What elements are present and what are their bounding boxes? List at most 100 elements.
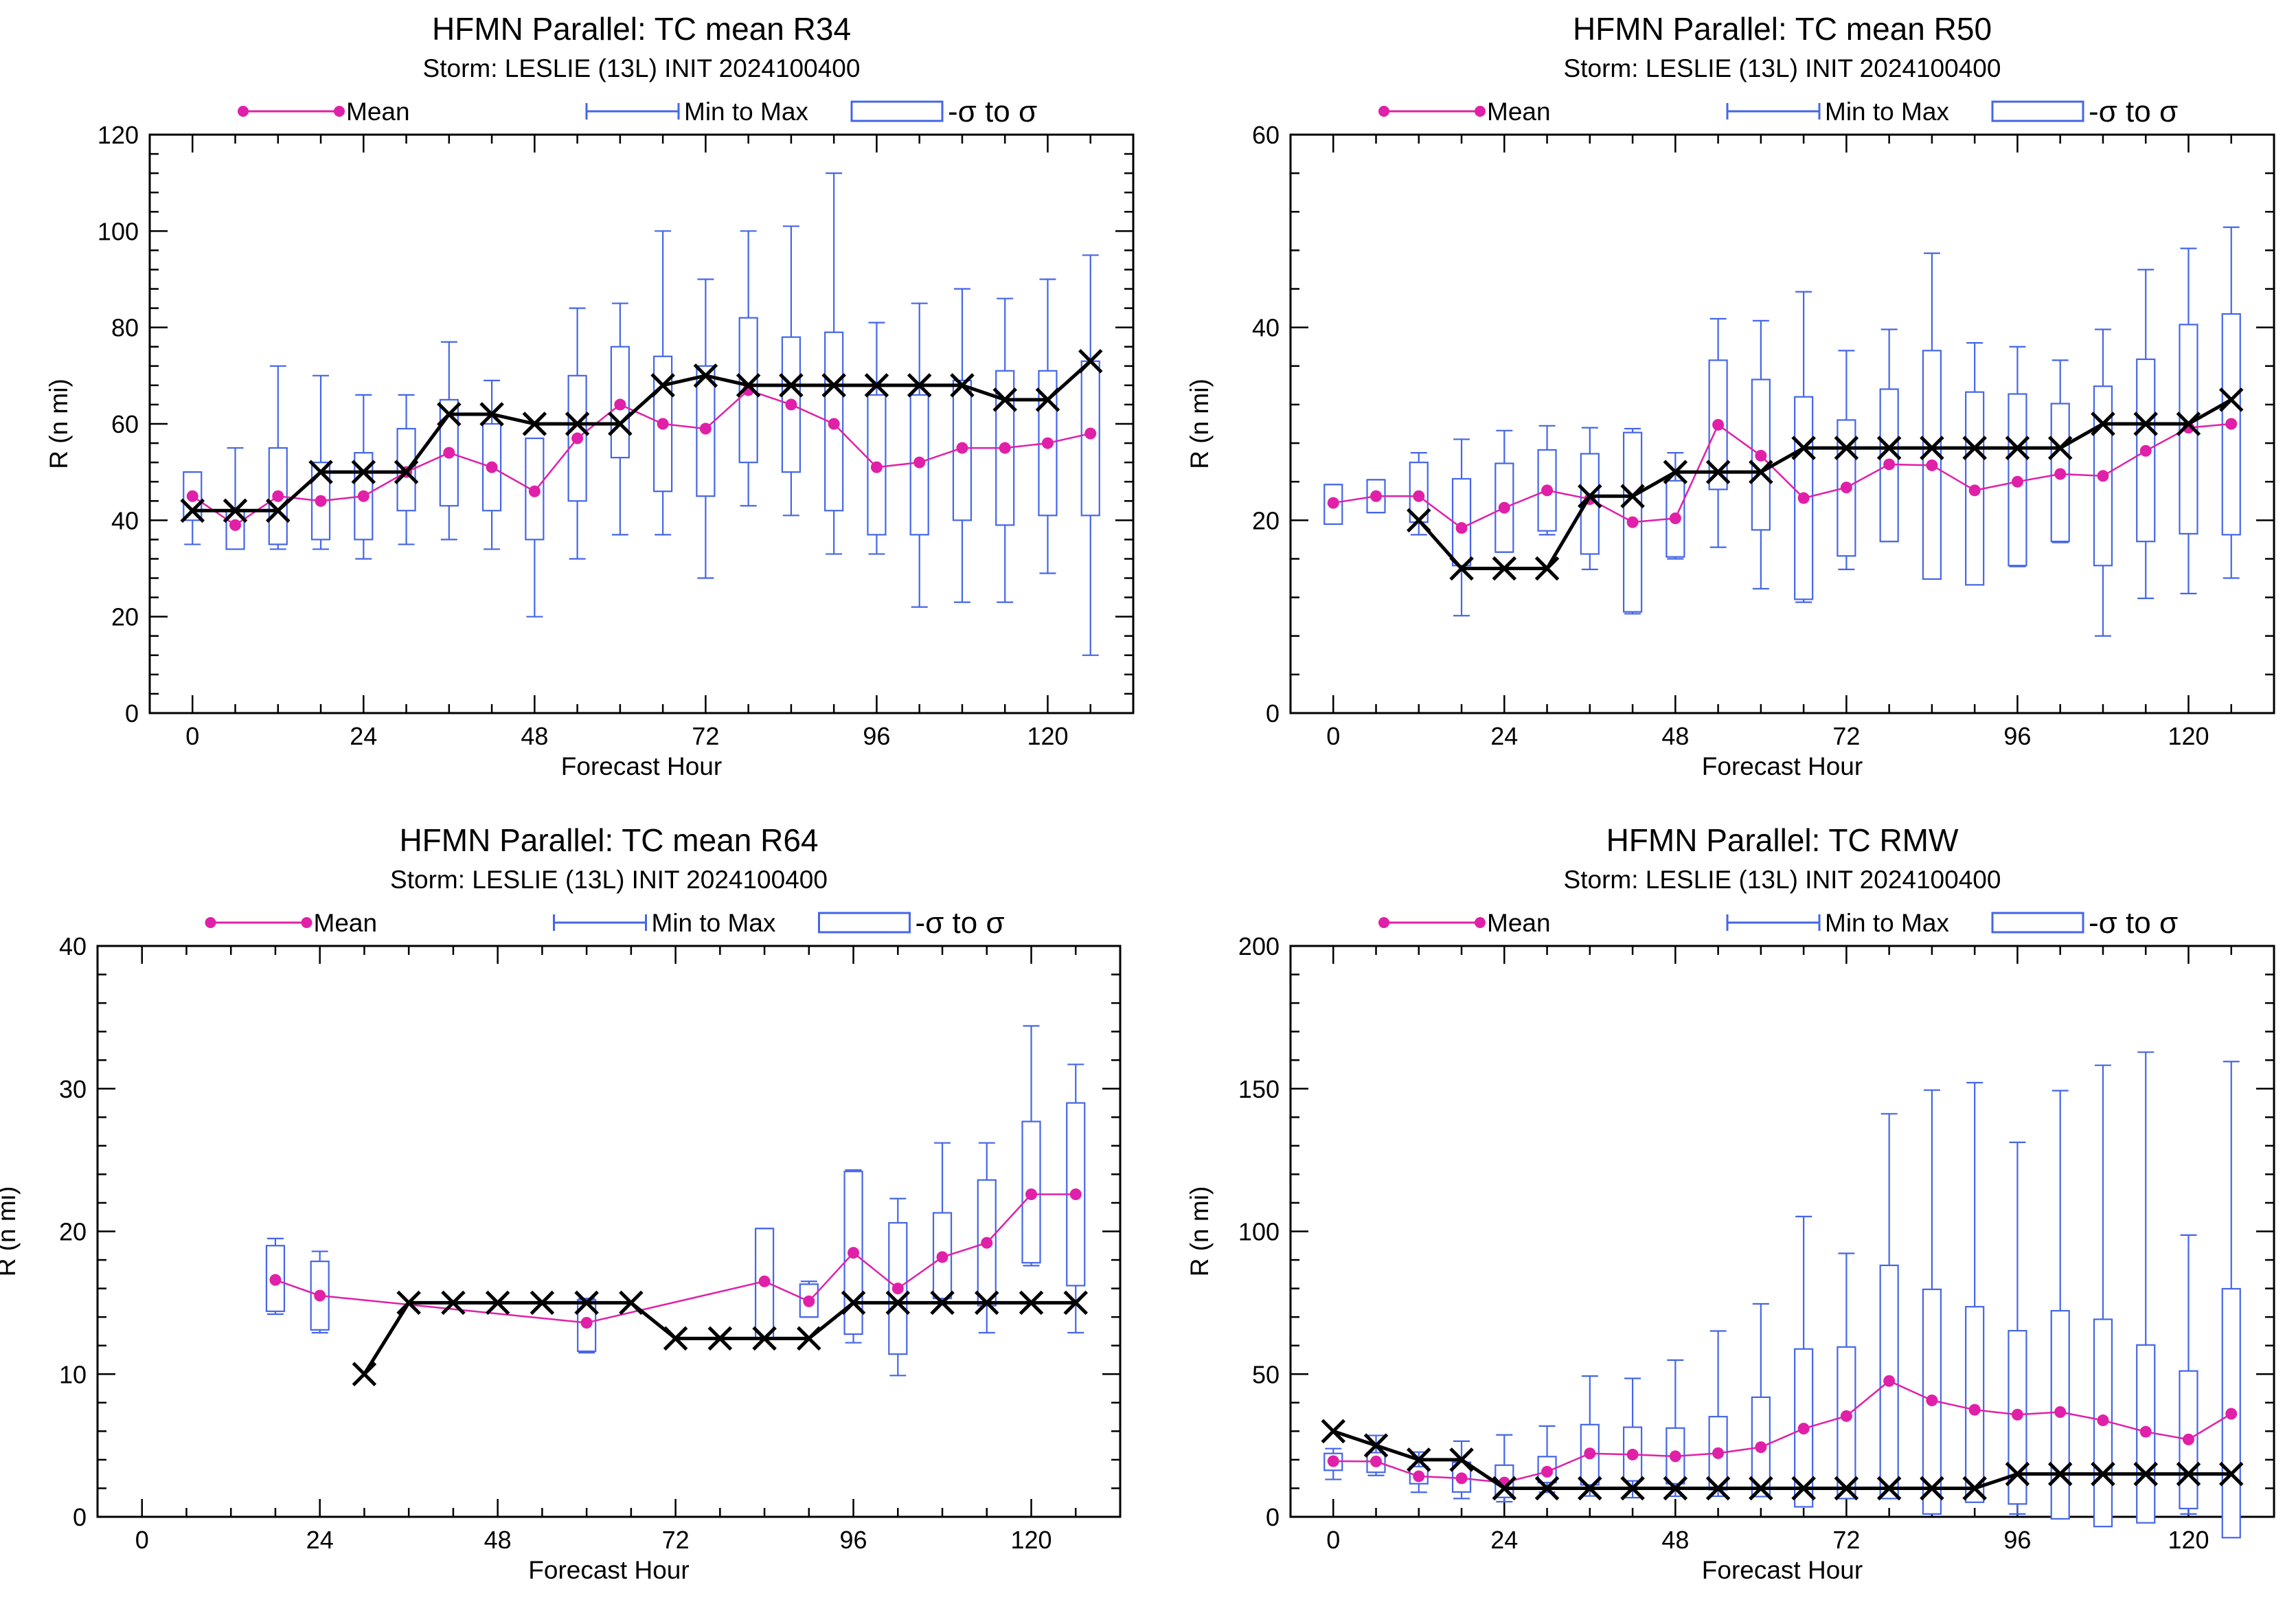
mean-dot-icon bbox=[999, 442, 1011, 454]
mean-dot-icon bbox=[1025, 1188, 1038, 1200]
box-whisker bbox=[2093, 328, 2113, 637]
x-marker-icon bbox=[1834, 1476, 1859, 1501]
chart-title: HFMN Parallel: TC mean R34 bbox=[432, 11, 851, 47]
x-marker-stroke bbox=[308, 460, 333, 484]
obs-series-line bbox=[1332, 1429, 2231, 1490]
x-marker-icon bbox=[479, 402, 504, 427]
mean-series-line bbox=[1333, 1379, 2232, 1484]
x-marker-stroke bbox=[180, 498, 205, 523]
mean-dot-icon bbox=[269, 1274, 282, 1286]
y-tick-label: 0 bbox=[73, 1503, 87, 1531]
box-whisker bbox=[1494, 429, 1514, 553]
x-marker-stroke bbox=[907, 373, 932, 398]
x-marker-stroke bbox=[2133, 411, 2158, 436]
obs-series-line bbox=[192, 359, 1092, 512]
x-tick-label: 120 bbox=[1010, 1526, 1052, 1554]
box-whisker bbox=[824, 172, 844, 555]
x-marker-icon bbox=[1449, 1447, 1474, 1472]
legend-minmax-label: Min to Max bbox=[652, 909, 776, 937]
x-marker-icon bbox=[308, 460, 333, 484]
x-marker-stroke bbox=[707, 1326, 733, 1351]
mean-dot-icon bbox=[1712, 1447, 1725, 1459]
x-marker-stroke bbox=[2176, 411, 2201, 436]
mean-dot-icon bbox=[848, 1247, 860, 1259]
chart-subtitle: Storm: LESLIE (13L) INIT 2024100400 bbox=[390, 866, 828, 894]
x-marker-icon bbox=[841, 1290, 866, 1316]
chart-panel-1: HFMN Parallel: TC mean R34 Storm: LESLIE … bbox=[45, 11, 1135, 780]
x-marker-stroke bbox=[1749, 460, 1773, 484]
x-axis-label: Forecast Hour bbox=[1702, 1556, 1863, 1584]
x-marker-icon bbox=[1663, 1476, 1688, 1501]
chart-subtitle: Storm: LESLIE (13L) INIT 2024100400 bbox=[423, 54, 861, 82]
mean-dot-icon bbox=[1968, 484, 1981, 497]
x-marker-icon bbox=[2047, 1461, 2073, 1487]
x-tick-label: 48 bbox=[521, 722, 548, 750]
chart-panel-2: HFMN Parallel: TC mean R50 Storm: LESLIE … bbox=[1185, 11, 2275, 780]
x-tick-label: 0 bbox=[135, 1526, 149, 1554]
x-marker-icon bbox=[1876, 436, 1902, 460]
x-marker-icon bbox=[693, 363, 718, 388]
x-marker-icon bbox=[1407, 508, 1431, 533]
x-marker-icon bbox=[619, 1290, 644, 1316]
x-marker-stroke bbox=[1078, 349, 1103, 374]
y-tick-label: 20 bbox=[59, 1218, 87, 1246]
box-whisker bbox=[2050, 359, 2070, 543]
box-whisker bbox=[1409, 1451, 1429, 1493]
x-marker-icon bbox=[707, 1326, 733, 1351]
mean-dot-icon bbox=[1584, 1447, 1596, 1460]
x-marker-stroke bbox=[693, 363, 718, 388]
x-marker-stroke bbox=[1063, 1290, 1089, 1316]
x-marker-icon bbox=[2133, 1461, 2158, 1487]
x-marker-stroke bbox=[1876, 436, 1902, 460]
x-marker-icon bbox=[266, 498, 291, 523]
x-marker-stroke bbox=[752, 1326, 777, 1351]
x-marker-stroke bbox=[608, 411, 633, 436]
x-marker-icon bbox=[821, 373, 846, 398]
x-marker-icon bbox=[2005, 1461, 2030, 1487]
sigma-box bbox=[867, 394, 887, 536]
box-whisker bbox=[738, 230, 758, 507]
mean-dot-icon bbox=[528, 485, 541, 497]
x-marker-stroke bbox=[841, 1290, 866, 1316]
x-marker-icon bbox=[1834, 436, 1859, 460]
x-marker-stroke bbox=[1620, 484, 1645, 509]
mean-dot-icon bbox=[486, 461, 498, 473]
y-tick-label: 40 bbox=[1252, 314, 1280, 342]
mean-dot-icon bbox=[1883, 1375, 1896, 1387]
x-marker-stroke bbox=[797, 1326, 821, 1351]
y-axis-label: R (n mi) bbox=[1185, 379, 1214, 469]
legend-mean-dot-icon bbox=[1378, 917, 1389, 928]
x-marker-stroke bbox=[1035, 387, 1060, 412]
x-marker-icon bbox=[797, 1326, 821, 1351]
box-whisker bbox=[439, 341, 459, 541]
y-tick-label: 0 bbox=[1266, 1503, 1280, 1531]
x-marker-stroke bbox=[522, 411, 547, 436]
x-tick-label: 0 bbox=[185, 722, 199, 750]
x-marker-stroke bbox=[1663, 1476, 1688, 1501]
x-marker-stroke bbox=[930, 1290, 955, 1316]
x-marker-stroke bbox=[1876, 1476, 1902, 1501]
x-marker-icon bbox=[1749, 460, 1773, 484]
x-marker-icon bbox=[2133, 411, 2158, 436]
legend-minmax-label: Min to Max bbox=[1825, 909, 1949, 937]
x-marker-icon bbox=[1962, 1476, 1987, 1501]
mean-dot-icon bbox=[2054, 1406, 2067, 1419]
mean-dot-icon bbox=[2097, 470, 2109, 482]
x-axis-label: Forecast Hour bbox=[561, 752, 722, 780]
mean-dot-icon bbox=[1455, 522, 1468, 534]
x-marker-icon bbox=[223, 498, 248, 523]
x-marker-stroke bbox=[650, 373, 675, 398]
x-marker-stroke bbox=[992, 387, 1017, 412]
x-marker-icon bbox=[1791, 436, 1816, 460]
legend-sigma-label: -σ to σ bbox=[2089, 906, 2178, 940]
y-tick-label: 80 bbox=[111, 314, 139, 342]
x-marker-icon bbox=[930, 1290, 955, 1316]
x-marker-stroke bbox=[1492, 1476, 1517, 1501]
mean-dot-icon bbox=[2182, 1433, 2194, 1445]
x-marker-icon bbox=[396, 1290, 421, 1316]
x-marker-stroke bbox=[1920, 436, 1944, 460]
legend-sigma-label: -σ to σ bbox=[948, 95, 1037, 128]
mean-dot-icon bbox=[314, 1289, 326, 1302]
x-marker-stroke bbox=[1449, 556, 1474, 581]
x-marker-stroke bbox=[1019, 1290, 1044, 1316]
